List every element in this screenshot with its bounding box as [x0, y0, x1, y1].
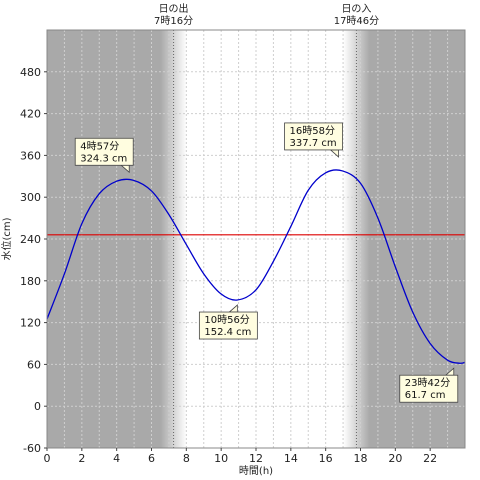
x-tick-label: 6: [148, 452, 155, 465]
x-tick-label: 4: [113, 452, 120, 465]
series-group: [46, 169, 466, 364]
callout-box: [284, 122, 343, 151]
x-tick-label: 10: [214, 452, 228, 465]
y-tick-label: 360: [20, 149, 41, 162]
sunrise-time: 7時16分: [154, 15, 193, 27]
x-tick-label: 20: [388, 452, 402, 465]
x-tick-label: 2: [78, 452, 85, 465]
x-tick-label: 0: [44, 452, 51, 465]
y-tick-label: -60: [23, 442, 41, 455]
y-tick-label: 420: [20, 108, 41, 121]
x-tick-label: 22: [423, 452, 437, 465]
y-tick-label: 300: [20, 191, 41, 204]
callout-value: 324.3 cm: [80, 153, 127, 164]
sunset-label-group: 日の入 17時46分: [334, 4, 379, 27]
callout-value: 337.7 cm: [290, 138, 337, 149]
x-tick-label: 12: [249, 452, 263, 465]
sunrise-label-group: 日の出 7時16分: [154, 2, 193, 27]
y-tick-label: 0: [34, 400, 41, 413]
y-tick-label: 180: [20, 275, 41, 288]
x-tick-label: 18: [354, 452, 368, 465]
sunrise-label: 日の出: [159, 2, 189, 15]
x-tick-label: 14: [284, 452, 298, 465]
callout-time: 10時56分: [204, 314, 249, 326]
callout-value: 61.7 cm: [405, 390, 446, 401]
y-tick-label: 120: [20, 317, 41, 330]
x-tick-label: 16: [319, 452, 333, 465]
callout-box: [198, 311, 258, 340]
callout-time: 23時42分: [405, 377, 450, 389]
x-tick-label: 8: [183, 452, 190, 465]
sunset-label: 日の入: [341, 4, 371, 15]
y-tick-label: 480: [20, 66, 41, 79]
x-axis-label: 時間(h): [239, 465, 273, 477]
sun-event-lines: [173, 30, 357, 448]
y-axis-label: 水位(cm): [0, 217, 13, 260]
callout-box: [74, 137, 134, 166]
axes: 0 2 4 6 8 10 12 14 16 18 20 22-60060120180240300360…: [20, 29, 466, 465]
tide-level-line: [46, 169, 466, 364]
sunset-time: 17時46分: [334, 15, 379, 27]
callout-time: 16時58分: [290, 125, 335, 137]
y-tick-label: 60: [27, 358, 41, 371]
callout-box: [399, 374, 459, 403]
y-tick-label: 240: [20, 233, 41, 246]
callout-time: 4時57分: [80, 140, 119, 152]
callout-value: 152.4 cm: [204, 327, 251, 338]
